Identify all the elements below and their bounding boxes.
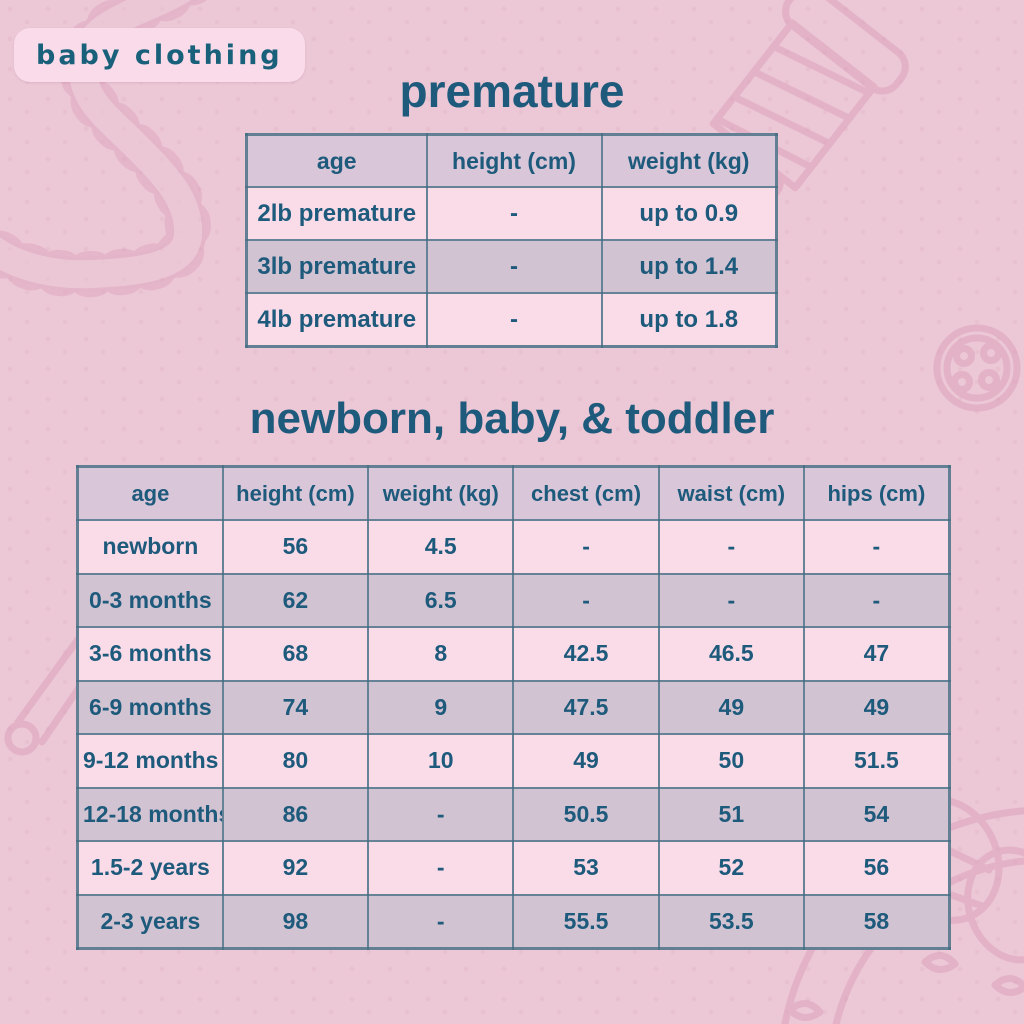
table-cell: 56 — [802, 840, 951, 896]
table-row: newborn 56 4.5- - - — [76, 519, 951, 575]
table-cell: 1.5-2 years — [76, 840, 224, 896]
table-cell: up to 0.9 — [600, 186, 778, 241]
table-cell: - — [512, 519, 660, 575]
table-cell: 50.5 — [512, 786, 660, 842]
table-cell: - — [512, 572, 660, 628]
table-cell: 51 — [657, 786, 805, 842]
table-cell: 2-3 years — [76, 893, 224, 950]
column-header: chest (cm) — [512, 465, 660, 521]
table-cell: 12-18 months — [76, 786, 224, 842]
table-cell: 98 — [221, 893, 370, 950]
table-cell: 56 — [221, 519, 370, 575]
column-header: weight (kg) — [600, 133, 778, 188]
table-cell: 54 — [802, 786, 951, 842]
table-cell: 86 — [221, 786, 370, 842]
column-header: hips (cm) — [802, 465, 951, 521]
table-row: 6-9 months 74 9 47.5 49 49 — [76, 679, 951, 735]
table-row: 0-3 months 62 6.5- - - — [76, 572, 951, 628]
table-cell: 0-3 months — [76, 572, 224, 628]
table-cell: 80 — [221, 733, 370, 789]
table-cell: - — [802, 572, 951, 628]
table-cell: 49 — [512, 733, 660, 789]
badge-label: baby clothing — [36, 39, 283, 71]
table-cell: 49 — [657, 679, 805, 735]
table-cell: 55.5 — [512, 893, 660, 950]
table-cell: 47.5 — [512, 679, 660, 735]
table-cell: 3-6 months — [76, 626, 224, 682]
table-row: 12-18 months 86-50.5 51 54 — [76, 786, 951, 842]
premature-title: premature — [399, 65, 625, 117]
table-cell: 52 — [657, 840, 805, 896]
table-cell: 51.5 — [802, 733, 951, 789]
table-cell: 62 — [221, 572, 370, 628]
header-row: age height (cm) weight (kg) chest (cm) waist… — [76, 465, 951, 521]
table-row: 4lb premature - up to 1.8 — [245, 292, 778, 348]
table-cell: - — [657, 572, 805, 628]
table-cell: 53 — [512, 840, 660, 896]
column-header: height (cm) — [425, 133, 603, 188]
table-cell: - — [367, 893, 515, 950]
table-cell: 9-12 months — [76, 733, 224, 789]
table-cell: - — [367, 840, 515, 896]
table-cell: 92 — [221, 840, 370, 896]
table-cell: 2lb premature — [245, 186, 428, 241]
column-header: weight (kg) — [367, 465, 515, 521]
table-cell: - — [425, 186, 603, 241]
table-cell: 8 — [367, 626, 515, 682]
table-row: 3lb premature - up to 1.4 — [245, 239, 778, 294]
baby-clothing-badge: baby clothing — [14, 28, 305, 82]
header-row: age height (cm) weight (kg) — [245, 133, 778, 188]
table-cell: 4lb premature — [245, 292, 428, 348]
table-row: 9-12 months 80 10 49 50 51.5 — [76, 733, 951, 789]
table-row: 3-6 months 68 8 42.5 46.5 47 — [76, 626, 951, 682]
table-cell: up to 1.4 — [600, 239, 778, 294]
table-cell: 6.5 — [367, 572, 515, 628]
table-row: 2-3 years 98-55.5 53.5 58 — [76, 893, 951, 950]
table-cell: 58 — [802, 893, 951, 950]
table-cell: - — [425, 292, 603, 348]
column-header: waist (cm) — [657, 465, 805, 521]
table-cell: - — [657, 519, 805, 575]
table-cell: 6-9 months — [76, 679, 224, 735]
table-cell: newborn — [76, 519, 224, 575]
table-cell: 68 — [221, 626, 370, 682]
column-header: age — [76, 465, 224, 521]
table-cell: 42.5 — [512, 626, 660, 682]
table-row: 1.5-2 years 92-53 52 56 — [76, 840, 951, 896]
table-cell: 46.5 — [657, 626, 805, 682]
table-cell: - — [802, 519, 951, 575]
newborn-baby-toddler-size-table: age height (cm) weight (kg) chest (cm) waist… — [76, 465, 951, 950]
column-header: age — [245, 133, 428, 188]
premature-size-table: age height (cm) weight (kg) 2lb premature - u… — [245, 133, 778, 348]
table-cell: 74 — [221, 679, 370, 735]
table-cell: - — [367, 786, 515, 842]
table-cell: 4.5 — [367, 519, 515, 575]
newborn-baby-toddler-title: newborn, baby, & toddler — [249, 394, 775, 443]
table-cell: up to 1.8 — [600, 292, 778, 348]
table-cell: 47 — [802, 626, 951, 682]
table-cell: 50 — [657, 733, 805, 789]
column-header: height (cm) — [221, 465, 370, 521]
table-cell: 3lb premature — [245, 239, 428, 294]
table-cell: 53.5 — [657, 893, 805, 950]
table-cell: 49 — [802, 679, 951, 735]
table-row: 2lb premature - up to 0.9 — [245, 186, 778, 241]
table-cell: 9 — [367, 679, 515, 735]
table-cell: - — [425, 239, 603, 294]
table-cell: 10 — [367, 733, 515, 789]
